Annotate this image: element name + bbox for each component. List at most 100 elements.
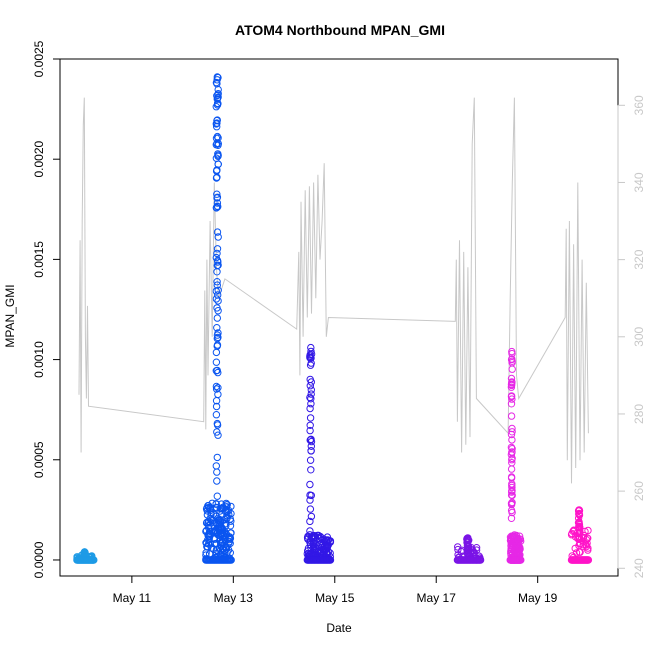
data-point <box>213 331 222 339</box>
data-point <box>216 537 224 545</box>
y-tick-label: 0.0020 <box>32 141 46 178</box>
data-point <box>463 534 471 543</box>
data-point <box>575 509 583 518</box>
data-point <box>213 492 222 500</box>
x-axis-label: Date <box>326 621 352 635</box>
data-point <box>508 436 516 444</box>
data-point <box>323 533 332 541</box>
data-point <box>213 468 221 476</box>
data-point <box>212 382 221 391</box>
data-point <box>212 295 221 303</box>
x-tick-label: May 19 <box>518 591 558 605</box>
data-point <box>213 245 222 253</box>
data-point <box>90 556 98 564</box>
data-point <box>464 534 472 542</box>
data-point <box>308 533 316 542</box>
data-point <box>507 451 516 459</box>
data-point <box>463 538 471 547</box>
data-point <box>507 412 516 420</box>
data-point <box>212 397 221 405</box>
data-point <box>472 544 481 552</box>
data-point <box>307 512 316 521</box>
data-point <box>213 76 221 84</box>
data-point <box>214 152 222 161</box>
data-point <box>213 477 221 485</box>
data-point <box>207 508 215 516</box>
data-point <box>323 545 331 553</box>
data-point <box>306 517 314 526</box>
data-point <box>307 390 315 398</box>
x-tick-label: May 11 <box>113 591 152 605</box>
data-point <box>218 530 226 538</box>
data-point <box>214 233 222 241</box>
y-axis-label: MPAN_GMI <box>3 284 17 347</box>
data-point <box>213 116 222 124</box>
data-point <box>213 194 221 202</box>
data-point <box>574 514 583 522</box>
data-point <box>507 506 516 515</box>
data-point <box>217 532 225 540</box>
data-point <box>306 350 314 359</box>
data-point <box>454 545 462 554</box>
right-tick-label: 320 <box>632 249 646 269</box>
x-tick-label: May 17 <box>417 591 457 605</box>
scatter-points <box>73 73 593 564</box>
data-point <box>212 402 221 411</box>
data-point <box>213 99 222 108</box>
data-point <box>213 419 222 428</box>
y-tick-label: 0.0000 <box>32 541 46 578</box>
data-point <box>212 348 221 357</box>
data-point <box>508 359 516 367</box>
data-point <box>212 500 220 508</box>
data-point <box>303 534 312 542</box>
data-point <box>226 522 235 530</box>
data-point <box>306 393 314 402</box>
data-point <box>80 548 89 556</box>
data-point <box>581 527 589 536</box>
data-point <box>326 556 335 564</box>
data-point <box>213 202 222 210</box>
data-point <box>204 536 212 544</box>
data-point <box>213 342 221 350</box>
right-tick-label: 260 <box>632 481 646 501</box>
data-point <box>584 526 592 535</box>
data-point <box>214 431 222 439</box>
data-point <box>507 514 516 522</box>
data-point <box>307 447 315 455</box>
data-point <box>213 95 222 103</box>
data-point <box>213 428 221 436</box>
data-point <box>306 426 314 435</box>
data-point <box>507 374 516 383</box>
data-point <box>576 548 584 556</box>
right-tick-label: 280 <box>632 404 646 424</box>
right-tick-label: 240 <box>632 558 646 578</box>
data-point <box>209 516 217 525</box>
data-point <box>307 386 315 394</box>
data-point <box>572 549 581 557</box>
data-point <box>212 358 221 366</box>
data-point <box>214 90 222 98</box>
data-point <box>306 414 315 422</box>
data-point <box>508 498 516 507</box>
data-point <box>306 421 314 429</box>
data-point <box>508 379 516 387</box>
right-tick-label: 300 <box>632 326 646 346</box>
data-point <box>584 544 592 552</box>
data-point <box>575 532 583 540</box>
data-point <box>507 383 516 391</box>
data-point <box>508 365 516 373</box>
data-point <box>507 473 516 481</box>
data-point <box>213 199 222 207</box>
data-point <box>508 355 516 363</box>
data-point <box>516 545 524 553</box>
data-point <box>212 462 221 470</box>
data-point <box>212 367 221 375</box>
data-point <box>213 278 221 286</box>
data-point <box>306 491 314 499</box>
data-point <box>307 466 315 474</box>
data-point <box>508 486 516 495</box>
data-point <box>213 261 222 270</box>
data-point <box>507 465 516 473</box>
data-point <box>514 536 523 544</box>
data-point <box>507 443 516 452</box>
